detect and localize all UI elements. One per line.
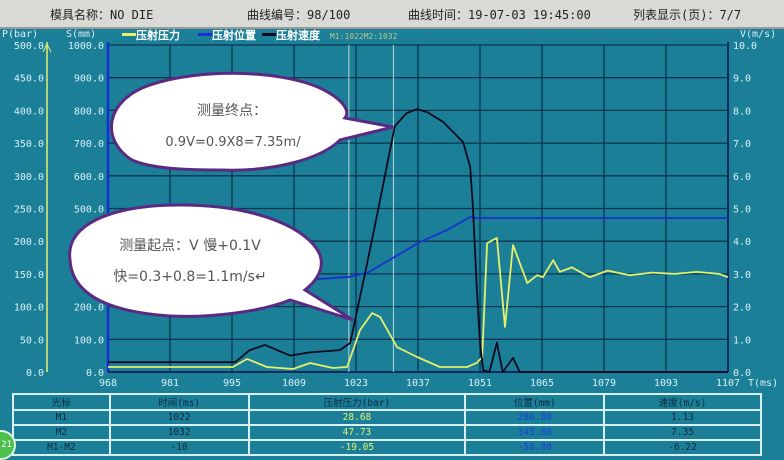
legend-swatch <box>122 33 136 36</box>
velocity-tick-label: 7.0 <box>733 139 751 150</box>
x-tick-label: 968 <box>99 378 117 389</box>
velocity-tick-label: 0.0 <box>733 368 751 379</box>
pressure-tick-label: 450.0 <box>14 74 44 85</box>
x-tick-label: 1093 <box>654 378 678 389</box>
position-tick-label: 200.0 <box>74 303 104 314</box>
curve-number: 曲线编号：98/100 <box>247 8 351 22</box>
pressure-tick-label: 50.0 <box>20 335 44 346</box>
pressure-tick-label: 350.0 <box>14 139 44 150</box>
header-bar: 模具名称：NO DIE 曲线编号：98/100 曲线时间：19-07-03 19… <box>0 0 784 29</box>
pressure-tick-label: 0.0 <box>26 368 44 379</box>
x-tick-label: 1051 <box>468 378 492 389</box>
cell-cursor: M1-M2 <box>12 439 111 456</box>
pressure-tick-label: 250.0 <box>14 205 44 216</box>
col-cursor: 光标 <box>12 393 111 411</box>
cell-cursor: M2 <box>12 424 111 441</box>
velocity-tick-label: 9.0 <box>733 74 751 85</box>
table-row: M1-M2 -10 -19.05 -58.80 -6.22 <box>12 439 762 456</box>
velocity-tick-label: 1.0 <box>733 335 751 346</box>
x-tick-label: 1037 <box>406 378 430 389</box>
cell-pressure: 47.73 <box>247 424 467 441</box>
position-tick-label: 600.0 <box>74 172 104 183</box>
time-axis-label: T(ms) <box>748 378 778 389</box>
velocity-tick-label: 6.0 <box>733 172 751 183</box>
series-line-pressure <box>108 236 729 370</box>
mold-name: 模具名称：NO DIE <box>50 8 154 22</box>
velocity-tick-label: 2.0 <box>733 303 751 314</box>
cell-time: -10 <box>108 439 250 456</box>
x-tick-label: 981 <box>161 378 179 389</box>
pressure-tick-label: 400.0 <box>14 106 44 117</box>
cell-position: -58.80 <box>464 439 606 456</box>
x-tick-label: 1023 <box>344 378 368 389</box>
x-tick-label: 995 <box>223 378 241 389</box>
x-tick-label: 1079 <box>592 378 616 389</box>
curve-time: 曲线时间：19-07-03 19:45:00 <box>408 8 591 22</box>
legend-label: 压射速度 <box>276 28 321 42</box>
velocity-tick-label: 10.0 <box>733 41 757 52</box>
position-tick-label: 900.0 <box>74 74 104 85</box>
list-display: 列表显示(页)：7/7 <box>633 8 742 22</box>
position-tick-label: 0.0 <box>86 368 104 379</box>
cell-position: 345.60 <box>464 424 606 441</box>
cursor-table: 光标 时间(ms) 压射压力(bar) 位置(mm) 速度(m/s) M1 10… <box>12 393 762 456</box>
position-tick-label: 100.0 <box>74 335 104 346</box>
position-axis-label: S(mm) <box>66 29 96 40</box>
cell-cursor: M1 <box>12 409 111 426</box>
velocity-axis-label: V(m/s) <box>740 29 776 40</box>
table-row: M1 1022 28.68 286.80 1.13 <box>12 409 762 426</box>
cell-pressure: 28.68 <box>247 409 467 426</box>
table-row: M2 1032 47.73 345.60 7.35 <box>12 424 762 441</box>
callout-start-line1: 测量起点：V 慢+0.1V <box>119 237 261 254</box>
callout-end-line1: 测量终点： <box>197 103 267 119</box>
pressure-tick-label: 500.0 <box>14 41 44 52</box>
velocity-tick-label: 5.0 <box>733 205 751 216</box>
table-header-row: 光标 时间(ms) 压射压力(bar) 位置(mm) 速度(m/s) <box>12 393 762 411</box>
x-tick-label: 1065 <box>530 378 554 389</box>
cell-speed: 7.35 <box>603 424 762 441</box>
pressure-tick-label: 200.0 <box>14 237 44 248</box>
velocity-tick-label: 8.0 <box>733 106 751 117</box>
legend-swatch <box>198 33 212 36</box>
pressure-tick-label: 300.0 <box>14 172 44 183</box>
legend-label: 压射位置 <box>212 28 256 42</box>
x-tick-label: 1107 <box>716 378 740 389</box>
callout-end-point <box>109 71 394 172</box>
callout-end-line2: 0.9V=0.9X8=7.35m/ <box>165 135 301 150</box>
legend-swatch <box>262 33 276 36</box>
velocity-tick-label: 3.0 <box>733 270 751 281</box>
velocity-tick-label: 4.0 <box>733 237 751 248</box>
cell-time: 1022 <box>108 409 250 426</box>
col-time: 时间(ms) <box>108 393 250 411</box>
pressure-axis-arrow-icon <box>42 42 52 53</box>
cell-speed: -6.22 <box>603 439 762 456</box>
cursor-readout: M1:1022M2:1032 <box>330 32 398 41</box>
callout-start-point <box>68 203 354 322</box>
cell-pressure: -19.05 <box>247 439 467 456</box>
cell-speed: 1.13 <box>603 409 762 426</box>
col-position: 位置(mm) <box>464 393 606 411</box>
x-tick-label: 1009 <box>282 378 306 389</box>
pressure-axis-label: P(bar) <box>2 29 38 40</box>
col-speed: 速度(m/s) <box>603 393 762 411</box>
position-tick-label: 800.0 <box>74 106 104 117</box>
position-tick-label: 500.0 <box>74 205 104 216</box>
position-tick-label: 700.0 <box>74 139 104 150</box>
position-tick-label: 1000.0 <box>68 41 104 52</box>
pressure-tick-label: 100.0 <box>14 303 44 314</box>
col-pressure: 压射压力(bar) <box>247 393 467 411</box>
cell-position: 286.80 <box>464 409 606 426</box>
legend-label: 压射压力 <box>136 28 180 42</box>
callout-start-line2: 快=0.3+0.8=1.1m/s↵ <box>113 269 266 285</box>
pressure-tick-label: 150.0 <box>14 270 44 281</box>
cell-time: 1032 <box>108 424 250 441</box>
series-line-velocity <box>108 108 728 373</box>
